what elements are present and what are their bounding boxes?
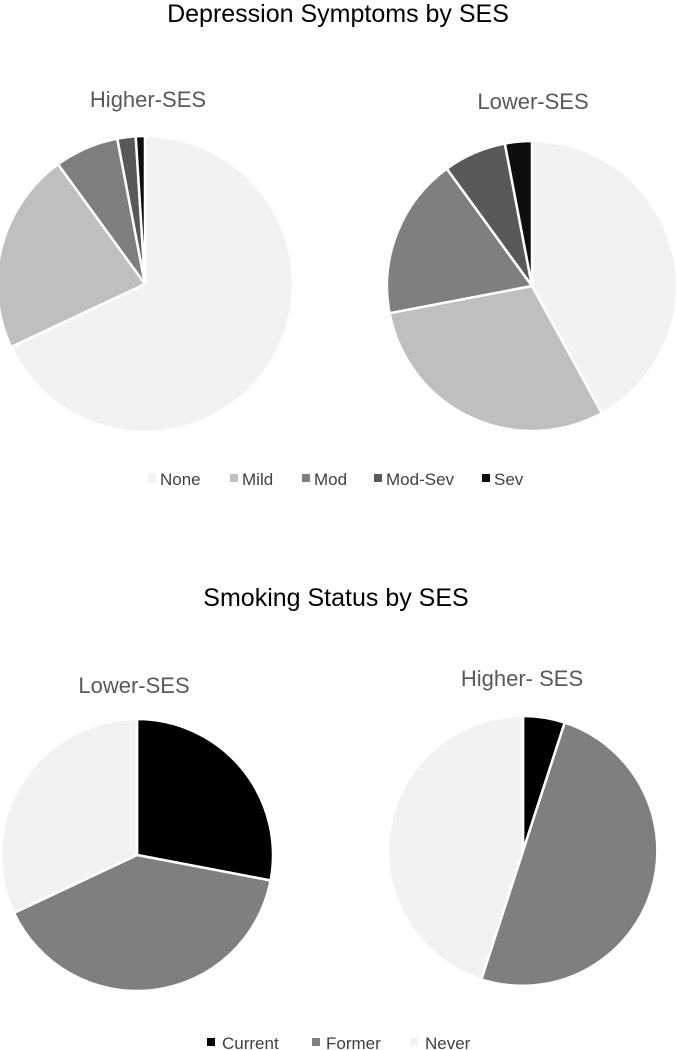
pie-slice-none xyxy=(530,139,677,415)
pie-slice-former xyxy=(480,721,659,988)
legend-swatch-mod-sev xyxy=(374,474,382,482)
pie-slice-current xyxy=(135,717,275,882)
pie-higher-ses xyxy=(0,134,295,434)
legend-label-sev: Sev xyxy=(494,470,524,489)
pie-lower-ses xyxy=(385,139,677,433)
pie-slice-mild xyxy=(0,163,147,349)
legend-label-mild: Mild xyxy=(242,470,273,489)
legend-label-mod: Mod xyxy=(314,470,347,489)
pie-lower-ses xyxy=(0,717,275,993)
pie-slice-sev xyxy=(503,139,534,288)
legend-swatch-never xyxy=(410,1038,418,1046)
pie-slice-former xyxy=(12,853,272,993)
depression-chart: Depression Symptoms by SES Higher-SES Lo… xyxy=(0,0,677,489)
legend-label-mod-sev: Mod-Sev xyxy=(386,470,455,489)
legend-swatch-none xyxy=(148,474,156,482)
pie-slice-mod xyxy=(385,167,534,315)
pie-higher-ses xyxy=(386,714,659,988)
pie-title-lower-ses: Lower-SES xyxy=(477,89,588,114)
legend-label-current: Current xyxy=(222,1034,279,1050)
chart-title: Depression Symptoms by SES xyxy=(167,0,509,28)
pie-slice-none xyxy=(9,134,295,434)
legend: Current Former Never xyxy=(207,1034,471,1050)
pie-slice-sev xyxy=(134,134,147,286)
legend-swatch-current xyxy=(207,1038,215,1046)
legend-label-former: Former xyxy=(326,1034,381,1050)
pie-title-higher-ses: Higher- SES xyxy=(461,666,583,691)
legend-swatch-sev xyxy=(482,474,490,482)
chart-title: Smoking Status by SES xyxy=(203,584,468,612)
pie-slice-never xyxy=(386,714,525,981)
pie-title-higher-ses: Higher-SES xyxy=(90,87,206,112)
pie-slice-mild xyxy=(388,284,604,433)
legend: None Mild Mod Mod-Sev Sev xyxy=(148,470,524,489)
legend-swatch-former xyxy=(312,1038,320,1046)
legend-swatch-mild xyxy=(230,474,238,482)
legend-label-none: None xyxy=(160,470,201,489)
pie-slice-never xyxy=(0,717,139,915)
legend-label-never: Never xyxy=(425,1034,471,1050)
smoking-chart: Smoking Status by SES Lower-SES Higher- … xyxy=(0,584,659,1050)
pie-title-lower-ses: Lower-SES xyxy=(78,673,189,698)
legend-swatch-mod xyxy=(302,474,310,482)
